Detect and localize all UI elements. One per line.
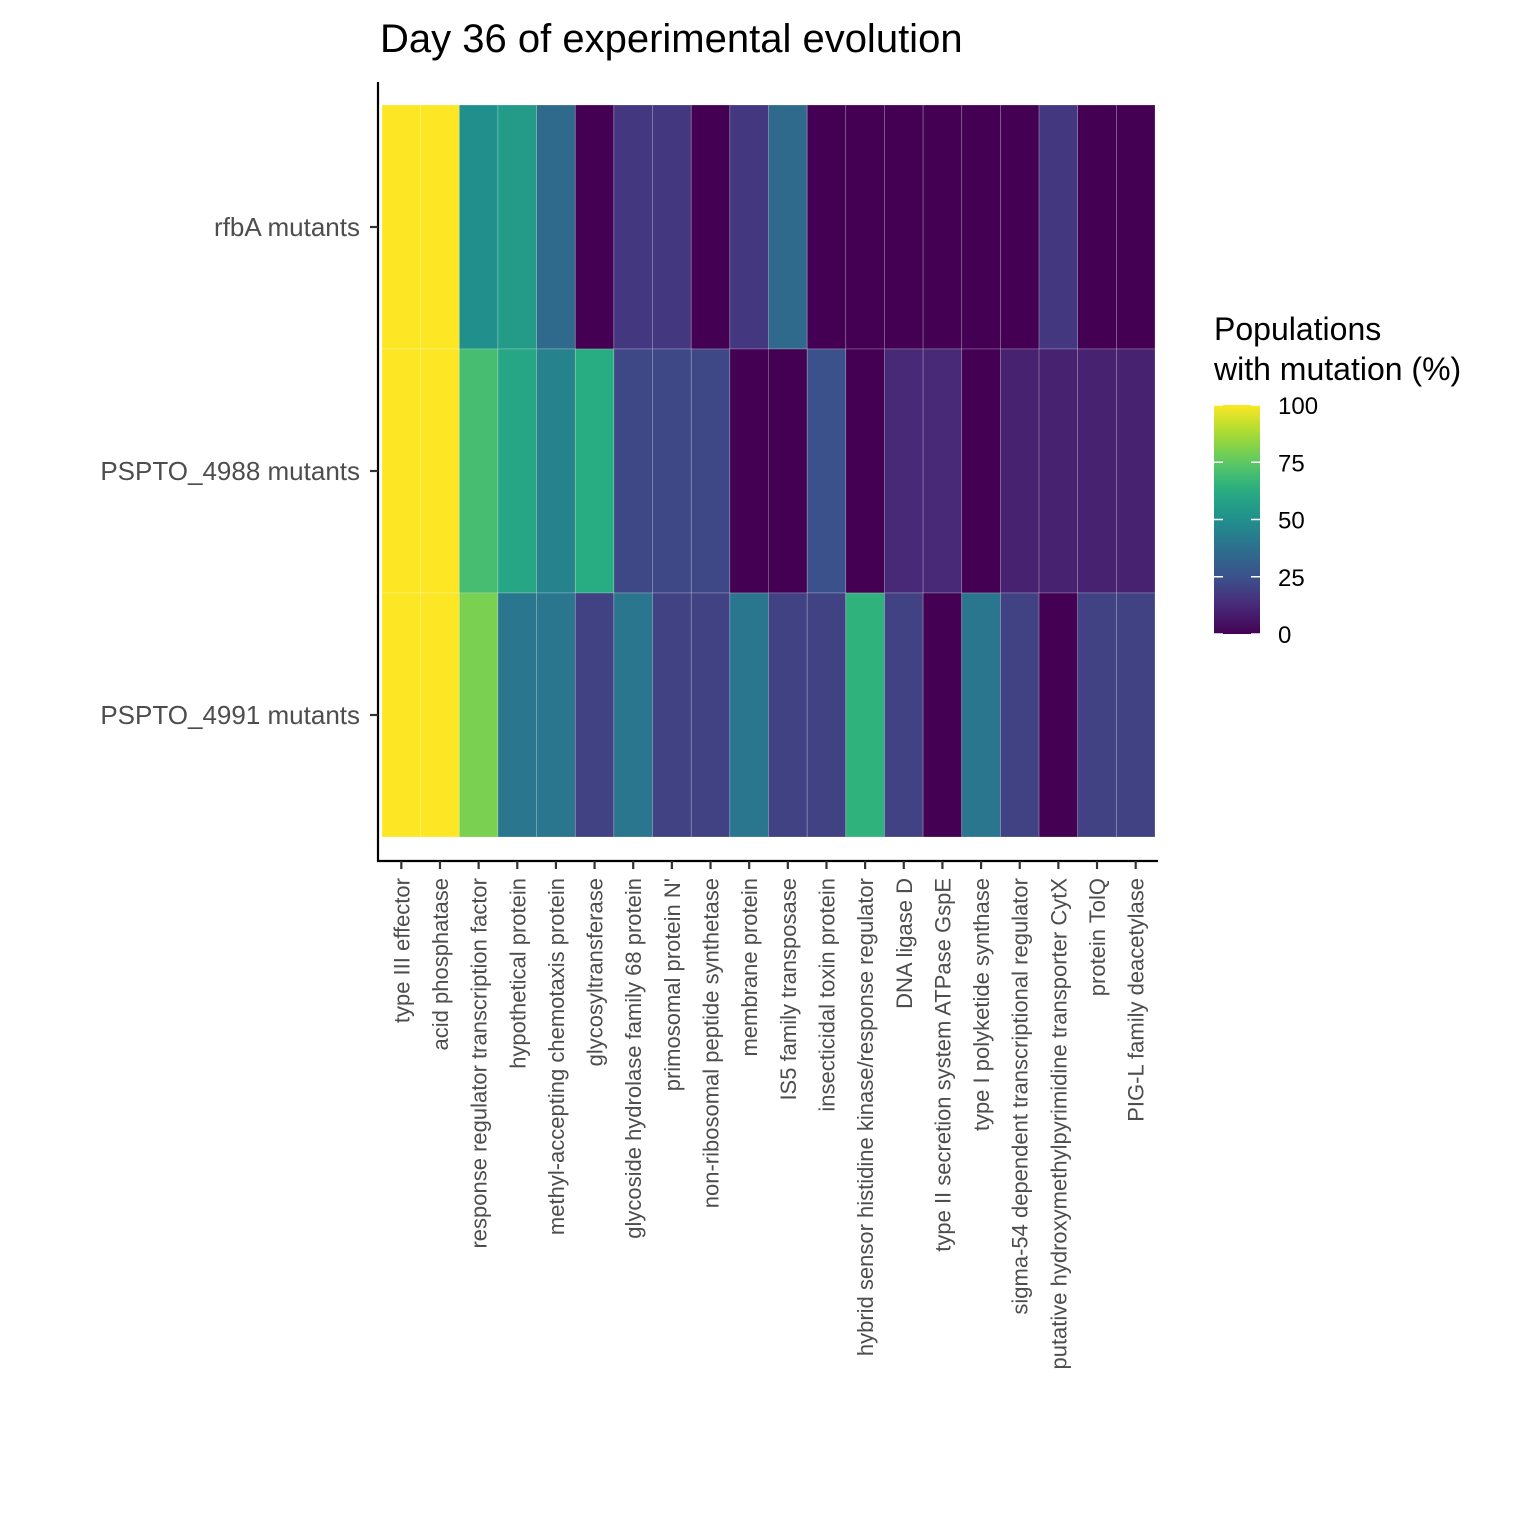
heatmap-cell (1077, 348, 1117, 594)
chart-title: Day 36 of experimental evolution (380, 17, 963, 61)
legend-title: Populations with mutation (%) (1213, 311, 1461, 387)
heatmap-cell (1116, 104, 1156, 350)
heatmap-cell (458, 348, 499, 594)
heatmap-cell (845, 592, 885, 838)
heatmap-cell (922, 592, 963, 838)
heatmap-cell (1077, 104, 1117, 350)
heatmap-cell (845, 104, 885, 350)
heatmap-cell (768, 348, 808, 594)
heatmap-cells (381, 104, 1156, 838)
heatmap-cell (1038, 104, 1079, 350)
colorbar-ticks: 100 75 50 25 0 (1214, 393, 1318, 649)
x-tick-label: sigma-54 dependent transcriptional regul… (1008, 878, 1033, 1315)
heatmap-cell (652, 104, 692, 350)
heatmap-cell (536, 104, 576, 350)
heatmap-cell (806, 348, 847, 594)
x-tick-label: hybrid sensor histidine kinase/response … (853, 878, 878, 1356)
heatmap-cell (884, 348, 924, 594)
x-tick-label: primosomal protein N' (660, 878, 685, 1091)
heatmap-cell (381, 104, 421, 350)
heatmap-cell (690, 104, 731, 350)
x-tick-label: PIG-L family deacetylase (1124, 878, 1149, 1122)
x-tick-label: non-ribosomal peptide synthetase (699, 878, 724, 1208)
colorbar-tick-label: 0 (1278, 622, 1291, 649)
heatmap-cell (497, 348, 537, 594)
heatmap-cell (574, 348, 615, 594)
x-tick-label: methyl-accepting chemotaxis protein (544, 878, 569, 1235)
heatmap-cell (1000, 592, 1040, 838)
heatmap-cell (884, 592, 924, 838)
heatmap-cell (458, 592, 499, 838)
heatmap-cell (690, 592, 731, 838)
heatmap-cell (1038, 348, 1079, 594)
x-tick-label: acid phosphatase (428, 878, 453, 1050)
heatmap-cell (961, 104, 1001, 350)
heatmap-cell (729, 348, 769, 594)
heatmap-cell (381, 592, 421, 838)
x-tick-label: type II secretion system ATPase GspE (930, 878, 955, 1252)
heatmap-cell (806, 104, 847, 350)
heatmap-cell (497, 104, 537, 350)
heatmap-cell (652, 348, 692, 594)
heatmap-cell (420, 104, 460, 350)
heatmap-cell (420, 592, 460, 838)
heatmap-cell (922, 348, 963, 594)
heatmap-cell (652, 592, 692, 838)
heatmap-cell (922, 104, 963, 350)
heatmap-cell (729, 104, 769, 350)
heatmap-cell (729, 592, 769, 838)
heatmap-cell (768, 104, 808, 350)
heatmap-cell (690, 348, 731, 594)
y-tick-label: PSPTO_4988 mutants (100, 456, 360, 486)
heatmap-cell (497, 592, 537, 838)
heatmap-cell (536, 592, 576, 838)
heatmap-cell (420, 348, 460, 594)
colorbar-tick-label: 25 (1278, 565, 1305, 592)
x-tick-label: IS5 family transposase (776, 878, 801, 1101)
heatmap-cell (1116, 592, 1156, 838)
heatmap-cell (768, 592, 808, 838)
heatmap-cell (1038, 592, 1079, 838)
x-tick-label: type III effector (389, 878, 414, 1023)
x-tick-label: insecticidal toxin protein (814, 878, 839, 1112)
x-tick-label: protein TolQ (1085, 878, 1110, 996)
x-tick-label: glycosyltransferase (583, 878, 608, 1066)
y-tick-label: PSPTO_4991 mutants (100, 700, 360, 730)
heatmap-cell (613, 104, 653, 350)
heatmap-cell (613, 348, 653, 594)
heatmap-cell (806, 592, 847, 838)
x-tick-label: glycoside hydrolase family 68 protein (621, 878, 646, 1239)
heatmap-cell (845, 348, 885, 594)
x-tick-label: hypothetical protein (505, 878, 530, 1069)
y-tick-labels: rfbA mutants PSPTO_4988 mutants PSPTO_4991… (100, 212, 378, 730)
x-tick-labels: type III effector acid phosphatase respons… (389, 861, 1149, 1370)
heatmap-cell (961, 348, 1001, 594)
x-tick-label: response regulator transcription factor (467, 878, 492, 1249)
heatmap-cell (1116, 348, 1156, 594)
heatmap-cell (574, 104, 615, 350)
heatmap-cell (536, 348, 576, 594)
x-tick-label: type I polyketide synthase (969, 878, 994, 1131)
heatmap-cell (574, 592, 615, 838)
heatmap-cell (1000, 348, 1040, 594)
heatmap-cell (458, 104, 499, 350)
colorbar-tick-label: 50 (1278, 508, 1305, 535)
heatmap-cell (1077, 592, 1117, 838)
x-tick-label: membrane protein (737, 878, 762, 1057)
colorbar-tick-label: 75 (1278, 450, 1305, 477)
heatmap-cell (961, 592, 1001, 838)
y-tick-label: rfbA mutants (214, 212, 360, 242)
colorbar-tick-label: 100 (1278, 393, 1318, 420)
x-tick-label: DNA ligase D (892, 878, 917, 1009)
heatmap-cell (884, 104, 924, 350)
heatmap-cell (381, 348, 421, 594)
heatmap-cell (613, 592, 653, 838)
x-tick-label: putative hydroxymethylpyrimidine transpo… (1046, 878, 1071, 1370)
heatmap-cell (1000, 104, 1040, 350)
colorbar-legend: Populations with mutation (%) 100 75 50 25 0 (1213, 311, 1461, 649)
